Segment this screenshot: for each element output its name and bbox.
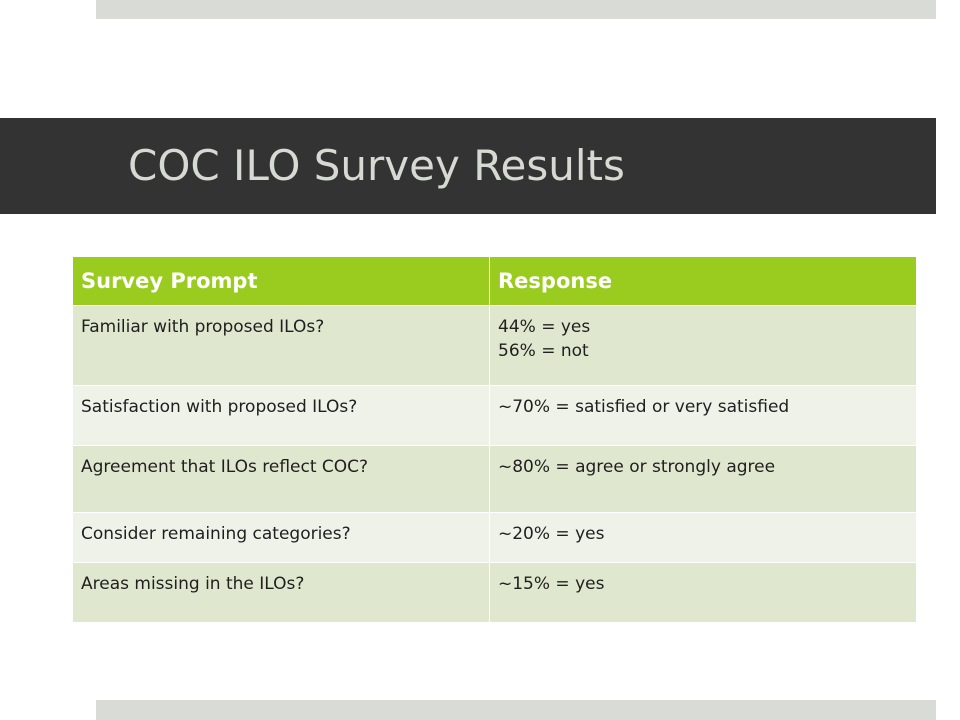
- survey-results-table: Survey Prompt Response Familiar with pro…: [72, 256, 917, 623]
- table-row: Consider remaining categories? ~20% = ye…: [72, 512, 917, 563]
- header-response: Response: [489, 256, 917, 306]
- response-cell: ~15% = yes: [489, 562, 917, 623]
- prompt-cell: Familiar with proposed ILOs?: [72, 305, 490, 386]
- top-accent-band: [96, 0, 936, 19]
- response-cell: ~70% = satisfied or very satisfied: [489, 385, 917, 446]
- bottom-accent-band: [96, 700, 936, 720]
- title-bar: [0, 118, 936, 214]
- prompt-cell: Consider remaining categories?: [72, 512, 490, 563]
- table-row: Areas missing in the ILOs? ~15% = yes: [72, 562, 917, 623]
- table-row: Satisfaction with proposed ILOs? ~70% = …: [72, 385, 917, 446]
- response-cell: ~20% = yes: [489, 512, 917, 563]
- response-cell: ~80% = agree or strongly agree: [489, 445, 917, 513]
- response-line: ~20% = yes: [498, 524, 605, 544]
- prompt-cell: Agreement that ILOs reflect COC?: [72, 445, 490, 513]
- response-line: ~15% = yes: [498, 574, 605, 594]
- prompt-cell: Satisfaction with proposed ILOs?: [72, 385, 490, 446]
- response-line: ~80% = agree or strongly agree: [498, 457, 776, 477]
- prompt-cell: Areas missing in the ILOs?: [72, 562, 490, 623]
- response-line: 44% = yes: [498, 317, 591, 337]
- slide-title: COC ILO Survey Results: [128, 141, 625, 190]
- table-row: Familiar with proposed ILOs? 44% = yes 5…: [72, 305, 917, 386]
- response-line: ~70% = satisfied or very satisfied: [498, 397, 790, 417]
- table-row: Agreement that ILOs reflect COC? ~80% = …: [72, 445, 917, 513]
- response-cell: 44% = yes 56% = not: [489, 305, 917, 386]
- header-survey-prompt: Survey Prompt: [72, 256, 490, 306]
- response-line: 56% = not: [498, 341, 589, 361]
- table-header-row: Survey Prompt Response: [72, 256, 917, 306]
